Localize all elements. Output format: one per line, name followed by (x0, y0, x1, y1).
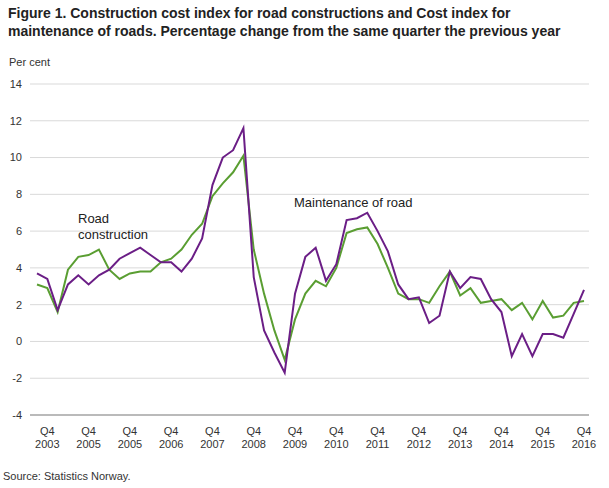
svg-text:Q42007: Q42007 (200, 425, 224, 450)
svg-text:0: 0 (16, 335, 22, 347)
svg-text:2: 2 (16, 299, 22, 311)
svg-text:Q42011: Q42011 (366, 425, 390, 450)
svg-text:Q42003: Q42003 (35, 425, 59, 450)
svg-text:Q42009: Q42009 (283, 425, 307, 450)
html-text:Per cent: Per cent (9, 56, 50, 68)
svg-text:6: 6 (16, 225, 22, 237)
svg-text:Q42005: Q42005 (118, 425, 142, 450)
svg-text:-2: -2 (12, 372, 22, 384)
svg-text:Q42016: Q42016 (572, 425, 596, 450)
html-text:construction: construction (78, 227, 149, 242)
svg-text:4: 4 (16, 262, 22, 274)
svg-text:-4: -4 (12, 409, 22, 421)
svg-text:Q42010: Q42010 (324, 425, 348, 450)
svg-text:Q42013: Q42013 (448, 425, 472, 450)
svg-text:10: 10 (10, 151, 22, 163)
svg-text:Q42005: Q42005 (76, 425, 100, 450)
html-text:Maintenance of road: Maintenance of road (294, 195, 413, 210)
svg-text:Q42012: Q42012 (407, 425, 431, 450)
svg-text:12: 12 (10, 115, 22, 127)
html-text:Figure 1. Construction cost in: Figure 1. Construction cost index for ro… (8, 5, 561, 39)
svg-text:Q42006: Q42006 (159, 425, 183, 450)
svg-text:Q42008: Q42008 (241, 425, 265, 450)
html-text:Road: Road (78, 211, 110, 226)
svg-text:14: 14 (10, 78, 22, 90)
html-text:Source: Statistics Norway.: Source: Statistics Norway. (3, 470, 131, 482)
svg-text:Q42014: Q42014 (489, 425, 513, 450)
svg-text:Q42015: Q42015 (530, 425, 554, 450)
svg-text:8: 8 (16, 188, 22, 200)
